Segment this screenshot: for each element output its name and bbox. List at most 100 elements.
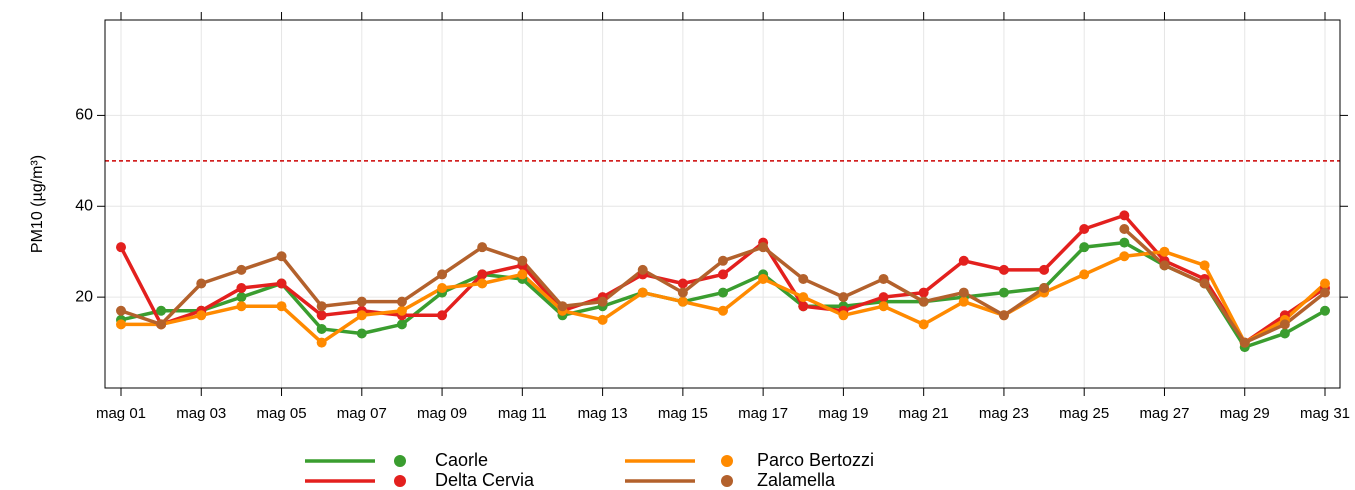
x-tick-label: mag 19 xyxy=(818,405,868,422)
data-point xyxy=(276,278,287,289)
legend-dot xyxy=(394,475,406,487)
data-point xyxy=(878,273,889,284)
data-point xyxy=(597,314,608,325)
x-tick-label: mag 09 xyxy=(417,405,467,422)
data-point xyxy=(356,296,367,307)
data-point xyxy=(998,264,1009,275)
data-point xyxy=(838,292,849,303)
data-point xyxy=(1119,210,1130,221)
data-point xyxy=(1119,251,1130,262)
data-point xyxy=(1159,260,1170,271)
data-point xyxy=(316,337,327,348)
data-point xyxy=(1119,223,1130,234)
data-point xyxy=(276,301,287,312)
x-tick-label: mag 05 xyxy=(257,405,307,422)
data-point xyxy=(276,251,287,262)
data-point xyxy=(316,310,327,321)
data-point xyxy=(1199,278,1210,289)
x-tick-label: mag 27 xyxy=(1139,405,1189,422)
data-point xyxy=(517,255,528,266)
data-point xyxy=(156,305,167,316)
data-point xyxy=(396,296,407,307)
data-point xyxy=(918,296,929,307)
data-point xyxy=(677,278,688,289)
data-point xyxy=(637,264,648,275)
data-point xyxy=(1079,242,1090,253)
data-point xyxy=(597,296,608,307)
data-point xyxy=(356,310,367,321)
x-tick-label: mag 25 xyxy=(1059,405,1109,422)
series-line xyxy=(120,227,1327,345)
data-point xyxy=(1279,328,1290,339)
data-point xyxy=(1079,223,1090,234)
data-point xyxy=(396,319,407,330)
data-point xyxy=(1039,283,1050,294)
legend-dot xyxy=(394,455,406,467)
data-point xyxy=(437,283,448,294)
x-tick-label: mag 11 xyxy=(498,405,547,422)
legend-label: Delta Cervia xyxy=(435,470,535,490)
x-tick-label: mag 29 xyxy=(1220,405,1270,422)
data-point xyxy=(437,310,448,321)
data-point xyxy=(477,242,488,253)
data-point xyxy=(1199,260,1210,271)
data-point xyxy=(196,310,207,321)
x-tick-label: mag 15 xyxy=(658,405,708,422)
data-point xyxy=(718,269,728,280)
data-point xyxy=(1279,319,1290,330)
data-point xyxy=(437,269,448,280)
data-point xyxy=(718,255,728,266)
data-point xyxy=(798,301,809,312)
plot-frame xyxy=(104,19,1341,389)
data-point xyxy=(196,278,207,289)
data-point xyxy=(116,319,126,330)
y-tick-label: 20 xyxy=(75,288,93,305)
data-point xyxy=(637,287,648,298)
legend-dot xyxy=(721,475,733,487)
x-tick-label: mag 03 xyxy=(176,405,226,422)
data-point xyxy=(1239,337,1250,348)
data-point xyxy=(677,296,688,307)
y-tick-label: 60 xyxy=(75,107,93,124)
data-point xyxy=(878,292,889,303)
data-point xyxy=(677,287,688,298)
data-point xyxy=(557,301,568,312)
data-point xyxy=(998,287,1009,298)
data-point xyxy=(998,310,1009,321)
x-tick-label: mag 13 xyxy=(578,405,628,422)
data-point xyxy=(958,296,969,307)
data-point xyxy=(798,292,809,303)
x-tick-label: mag 17 xyxy=(738,405,788,422)
x-tick-label: mag 21 xyxy=(899,405,949,422)
data-point xyxy=(477,269,488,280)
data-point xyxy=(958,287,969,298)
data-point xyxy=(116,242,126,253)
data-point xyxy=(517,269,528,280)
y-tick-label: 40 xyxy=(75,197,93,214)
data-point xyxy=(1320,287,1330,298)
data-point xyxy=(758,242,769,253)
data-point xyxy=(356,328,367,339)
data-point xyxy=(236,264,247,275)
legend-label: Zalamella xyxy=(757,470,836,490)
data-point xyxy=(477,278,488,289)
legend-label: Caorle xyxy=(435,450,488,470)
data-point xyxy=(236,292,247,303)
data-point xyxy=(918,287,929,298)
data-point xyxy=(838,310,849,321)
data-point xyxy=(236,283,247,294)
data-point xyxy=(1320,305,1330,316)
data-point xyxy=(958,255,969,266)
data-point xyxy=(1079,269,1090,280)
data-point xyxy=(116,305,126,316)
data-point xyxy=(718,287,728,298)
data-point xyxy=(1119,237,1130,248)
data-point xyxy=(316,323,327,334)
data-point xyxy=(718,305,728,316)
x-tick-label: mag 31 xyxy=(1300,405,1350,422)
data-point xyxy=(316,301,327,312)
data-point xyxy=(1039,264,1050,275)
x-tick-label: mag 23 xyxy=(979,405,1029,422)
data-point xyxy=(396,305,407,316)
